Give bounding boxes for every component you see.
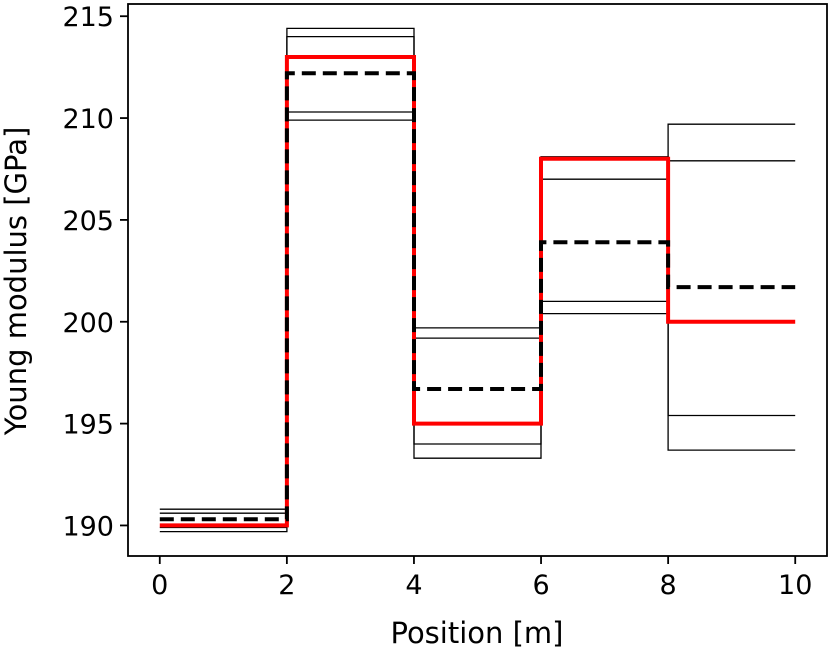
series-line-bound-outer-upper bbox=[159, 27, 796, 510]
x-axis-label: Position [m] bbox=[390, 616, 563, 650]
x-tick-label: 8 bbox=[660, 570, 677, 601]
y-tick-label: 205 bbox=[62, 206, 114, 237]
plot-frame bbox=[127, 3, 828, 557]
series-line-bound-outer-lower bbox=[159, 119, 796, 533]
series-line-bound-inner-upper bbox=[159, 35, 796, 514]
y-tick-label: 195 bbox=[62, 410, 114, 441]
y-axis-label: Young modulus [GPa] bbox=[0, 127, 33, 437]
x-tick-label: 4 bbox=[405, 570, 422, 601]
series-line-mean-estimate bbox=[159, 71, 796, 522]
y-tick-label: 200 bbox=[62, 308, 114, 339]
series-line-bound-inner-lower bbox=[159, 111, 796, 529]
y-tick-label: 210 bbox=[62, 104, 114, 135]
plot-content bbox=[159, 27, 796, 533]
x-tick-label: 2 bbox=[278, 570, 295, 601]
series-line-true-profile bbox=[159, 55, 796, 528]
x-tick-label: 10 bbox=[778, 570, 812, 601]
x-tick-label: 6 bbox=[532, 570, 549, 601]
axes: 0 2 4 6 8 10 190 195 200 205 210 215 bbox=[62, 2, 828, 601]
y-tick-label: 215 bbox=[62, 2, 114, 33]
y-tick-label: 190 bbox=[62, 511, 114, 542]
x-tick-label: 0 bbox=[151, 570, 168, 601]
